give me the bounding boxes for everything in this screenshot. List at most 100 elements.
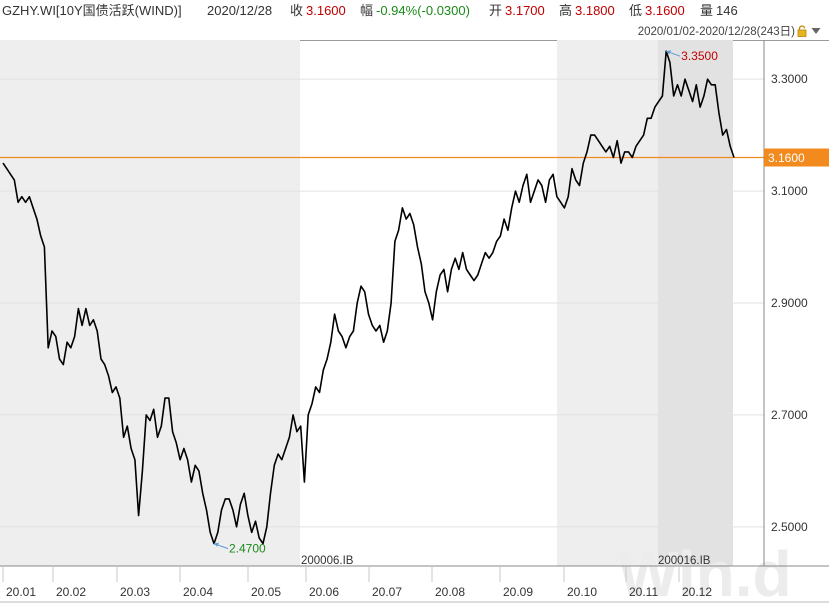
series-point (620, 162, 623, 165)
series-point (435, 290, 438, 293)
series-point (224, 497, 227, 500)
series-point (20, 195, 23, 198)
series-point (446, 290, 449, 293)
series-point (243, 492, 246, 495)
x-tick-label: 20.08 (435, 585, 465, 599)
series-point (702, 95, 705, 98)
series-point (171, 430, 174, 433)
series-point (454, 257, 457, 260)
series-point (96, 330, 99, 333)
series-point (473, 279, 476, 282)
series-point (699, 106, 702, 109)
series-point (514, 190, 517, 193)
quote-date: 2020/12/28 (207, 3, 273, 18)
close-value: 3.1600 (306, 3, 346, 18)
series-point (269, 492, 272, 495)
date-range-selector[interactable]: 2020/01/02-2020/12/28(243日) (637, 26, 795, 38)
series-point (235, 525, 238, 528)
close-label: 收 (290, 3, 304, 18)
series-point (160, 425, 163, 428)
series-point (657, 100, 660, 103)
series-point (32, 206, 35, 209)
annotation-arrow-head (666, 50, 672, 55)
y-tick-labels: 3.3000 3.1000 2.9000 2.7000 2.5000 (771, 72, 808, 534)
series-point (77, 307, 80, 310)
series-point (66, 341, 69, 344)
series-point (103, 363, 106, 366)
series-point (311, 402, 314, 405)
series-point (152, 408, 155, 411)
series-point (164, 397, 167, 400)
axes (0, 40, 829, 603)
series-point (329, 341, 332, 344)
high-value: 3.1800 (575, 3, 615, 18)
series-point (288, 436, 291, 439)
series-point (589, 134, 592, 137)
watermark: Win.d (618, 538, 792, 604)
series-point (341, 335, 344, 338)
series-point (559, 201, 562, 204)
series-point (209, 531, 212, 534)
series-point (9, 173, 12, 176)
series-point (367, 313, 370, 316)
series-point (416, 246, 419, 249)
series-point (231, 509, 234, 512)
series-point (314, 385, 317, 388)
series-point (58, 358, 61, 361)
volume-value: 146 (716, 3, 738, 18)
quote-header: GZHY.WI[10Y国债活跃(WIND)] 2020/12/28 收 3.16… (0, 0, 829, 22)
series-point (205, 509, 208, 512)
change-label: 幅 (360, 3, 374, 18)
series-point (182, 447, 185, 450)
series-point (495, 240, 498, 243)
series-point (137, 514, 140, 517)
series-point (717, 111, 720, 114)
series-point (69, 346, 72, 349)
y-tick-label: 3.3000 (771, 72, 808, 86)
y-tick-label: 2.7000 (771, 408, 808, 422)
open-label: 开 (489, 3, 503, 18)
series-point (555, 195, 558, 198)
x-tick-label: 20.07 (372, 585, 402, 599)
series-point (586, 150, 589, 153)
series-point (156, 436, 159, 439)
series-point (17, 201, 20, 204)
series-point (299, 425, 302, 428)
series-point (676, 83, 679, 86)
last-price-box (764, 148, 829, 167)
series-point (92, 318, 95, 321)
series-point (499, 234, 502, 237)
series-point (691, 100, 694, 103)
series-point (197, 469, 200, 472)
series-point (522, 184, 525, 187)
low-label: 低 (629, 3, 643, 18)
series-point (111, 391, 114, 394)
series-point (115, 385, 118, 388)
series-point (2, 162, 5, 165)
series-point (714, 83, 717, 86)
series-point (307, 413, 310, 416)
series-point (680, 95, 683, 98)
series-point (461, 251, 464, 254)
series-point (488, 257, 491, 260)
series-point (194, 464, 197, 467)
series-point (593, 134, 596, 137)
high-label: 高 (559, 3, 573, 18)
series-point (13, 178, 16, 181)
series-point (303, 481, 306, 484)
series-point (375, 330, 378, 333)
series-point (733, 156, 736, 159)
series-point (597, 139, 600, 142)
series-point (450, 268, 453, 271)
chevron-down-icon[interactable] (811, 27, 821, 35)
series-point (39, 234, 42, 237)
series-point (408, 212, 411, 215)
lock-icon[interactable] (797, 25, 807, 37)
series-point (650, 117, 653, 120)
series-point (484, 251, 487, 254)
series-point (24, 201, 27, 204)
series-point (371, 324, 374, 327)
series-point (465, 268, 468, 271)
low-value: 3.1600 (645, 3, 685, 18)
series-point (616, 139, 619, 142)
